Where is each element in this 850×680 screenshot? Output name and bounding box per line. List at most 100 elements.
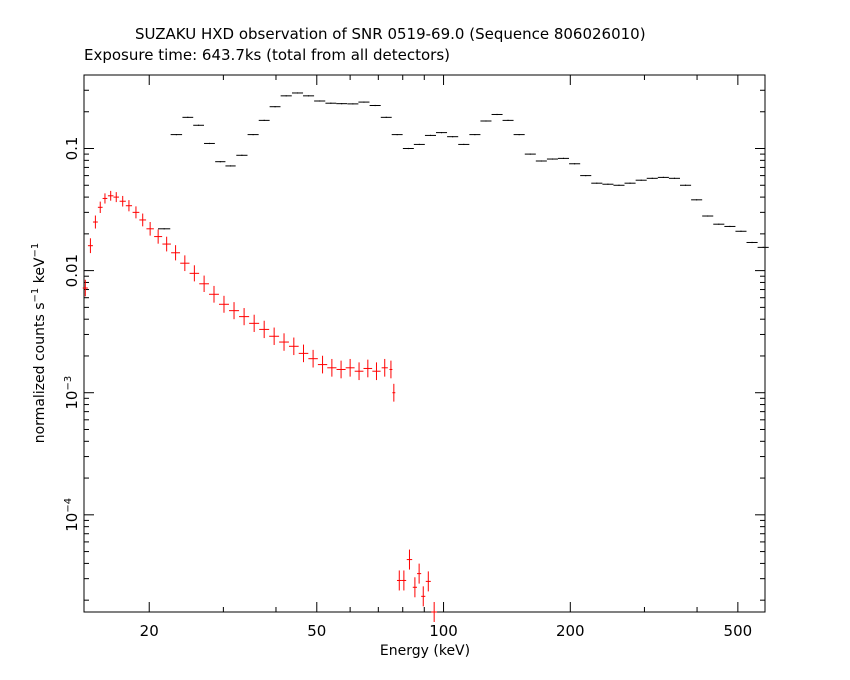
data-point (524, 153, 536, 155)
data-point (182, 116, 194, 118)
data-point (413, 143, 425, 146)
data-point (381, 358, 388, 377)
data-point (269, 106, 281, 108)
data-point (591, 182, 603, 184)
y-axis-label: normalized counts s−1 keV−1 (30, 243, 48, 444)
data-point (435, 131, 448, 134)
data-point (308, 349, 318, 368)
data-point (713, 223, 725, 225)
data-point (535, 160, 547, 162)
data-point (402, 147, 414, 150)
data-point (113, 192, 120, 203)
data-point (513, 134, 525, 136)
data-point (602, 183, 614, 185)
data-point (317, 355, 328, 374)
data-point (336, 360, 346, 379)
data-point (624, 182, 636, 184)
data-point (431, 602, 438, 622)
chart-title: SUZAKU HXD observation of SNR 0519-69.0 … (135, 25, 646, 43)
data-point (125, 200, 133, 212)
data-point (82, 279, 88, 297)
data-point (702, 215, 714, 217)
data-point (646, 177, 658, 179)
data-point (502, 119, 514, 121)
data-point (724, 225, 736, 228)
data-point (369, 104, 381, 107)
data-point (447, 136, 459, 138)
data-point (249, 314, 260, 332)
series-3 (396, 549, 438, 622)
y-tick-label: 0.01 (63, 254, 81, 287)
data-point (380, 116, 392, 118)
data-point (406, 549, 413, 570)
data-point (691, 199, 703, 201)
data-point (425, 571, 431, 592)
data-point (358, 101, 370, 103)
data-point (314, 100, 326, 102)
chart-subtitle: Exposure time: 643.7ks (total from all d… (84, 46, 450, 64)
data-point (458, 143, 470, 146)
data-point (119, 195, 126, 207)
data-point (102, 193, 108, 204)
data-point (657, 176, 669, 178)
data-point (303, 95, 315, 97)
data-point (417, 563, 422, 584)
data-point (480, 120, 492, 122)
data-point (162, 236, 171, 252)
data-point (757, 246, 769, 248)
data-point (569, 163, 581, 165)
data-point (401, 570, 407, 591)
data-point (199, 275, 209, 293)
x-tick-label: 20 (140, 622, 159, 640)
data-point (325, 102, 337, 104)
data-point (225, 165, 236, 167)
data-point (158, 228, 171, 230)
data-point (580, 175, 592, 177)
data-point (363, 359, 373, 378)
plot-frame (83, 74, 766, 613)
data-point (491, 113, 503, 116)
data-point (189, 265, 200, 282)
data-point (735, 230, 747, 232)
y-tick-label: 0.1 (63, 137, 81, 161)
data-point (180, 255, 190, 272)
y-tick-label: 10−3 (63, 376, 81, 410)
data-point (424, 134, 436, 137)
data-point (546, 158, 558, 160)
data-point (336, 103, 348, 105)
data-point (107, 190, 114, 201)
x-tick-label: 50 (307, 622, 326, 640)
data-point (396, 570, 402, 591)
data-point (236, 154, 248, 156)
data-point (298, 344, 309, 363)
data-point (421, 586, 426, 607)
data-point (280, 95, 292, 97)
data-point (668, 177, 680, 179)
data-point (391, 134, 403, 136)
data-point (291, 92, 304, 94)
x-tick-label: 500 (724, 622, 753, 640)
data-point (372, 362, 381, 381)
data-point (746, 241, 758, 244)
data-point (347, 103, 359, 105)
data-point (218, 295, 229, 313)
x-axis-label: Energy (keV) (380, 643, 470, 659)
data-point (354, 362, 364, 381)
data-point (171, 245, 181, 261)
data-point (389, 360, 393, 379)
data-point (679, 184, 692, 186)
data-point (345, 358, 355, 377)
data-point (154, 229, 163, 244)
data-point (327, 358, 337, 377)
data-point (146, 222, 154, 236)
data-point (469, 134, 481, 136)
data-point (229, 302, 240, 320)
data-point (392, 383, 396, 402)
data-series (82, 92, 769, 622)
data-point (139, 213, 147, 227)
data-point (92, 215, 98, 229)
data-point (193, 124, 204, 126)
data-point (132, 206, 140, 219)
data-point (97, 201, 103, 214)
